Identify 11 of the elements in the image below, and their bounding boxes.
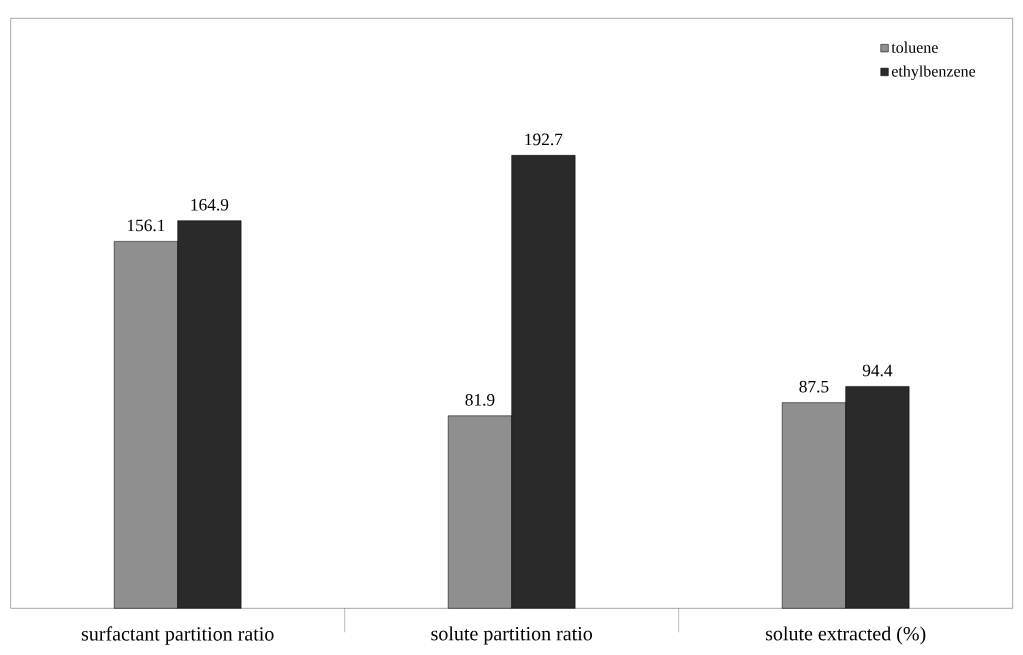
data-label: 164.9	[191, 199, 229, 211]
data-label: 156.1	[127, 219, 165, 232]
x-tick-label: solute extracted (%)	[765, 626, 926, 645]
legend-label: toluene	[891, 41, 938, 53]
data-label: 192.7	[525, 133, 563, 146]
x-tick-label: surfactant partition ratio	[81, 626, 274, 645]
legend-label: ethylbenzene	[891, 65, 976, 81]
data-label: 81.9	[465, 394, 495, 406]
x-tick-label: solute partition ratio	[431, 626, 593, 645]
data-label: 94.4	[862, 364, 893, 377]
data-label: 87.5	[799, 380, 829, 393]
